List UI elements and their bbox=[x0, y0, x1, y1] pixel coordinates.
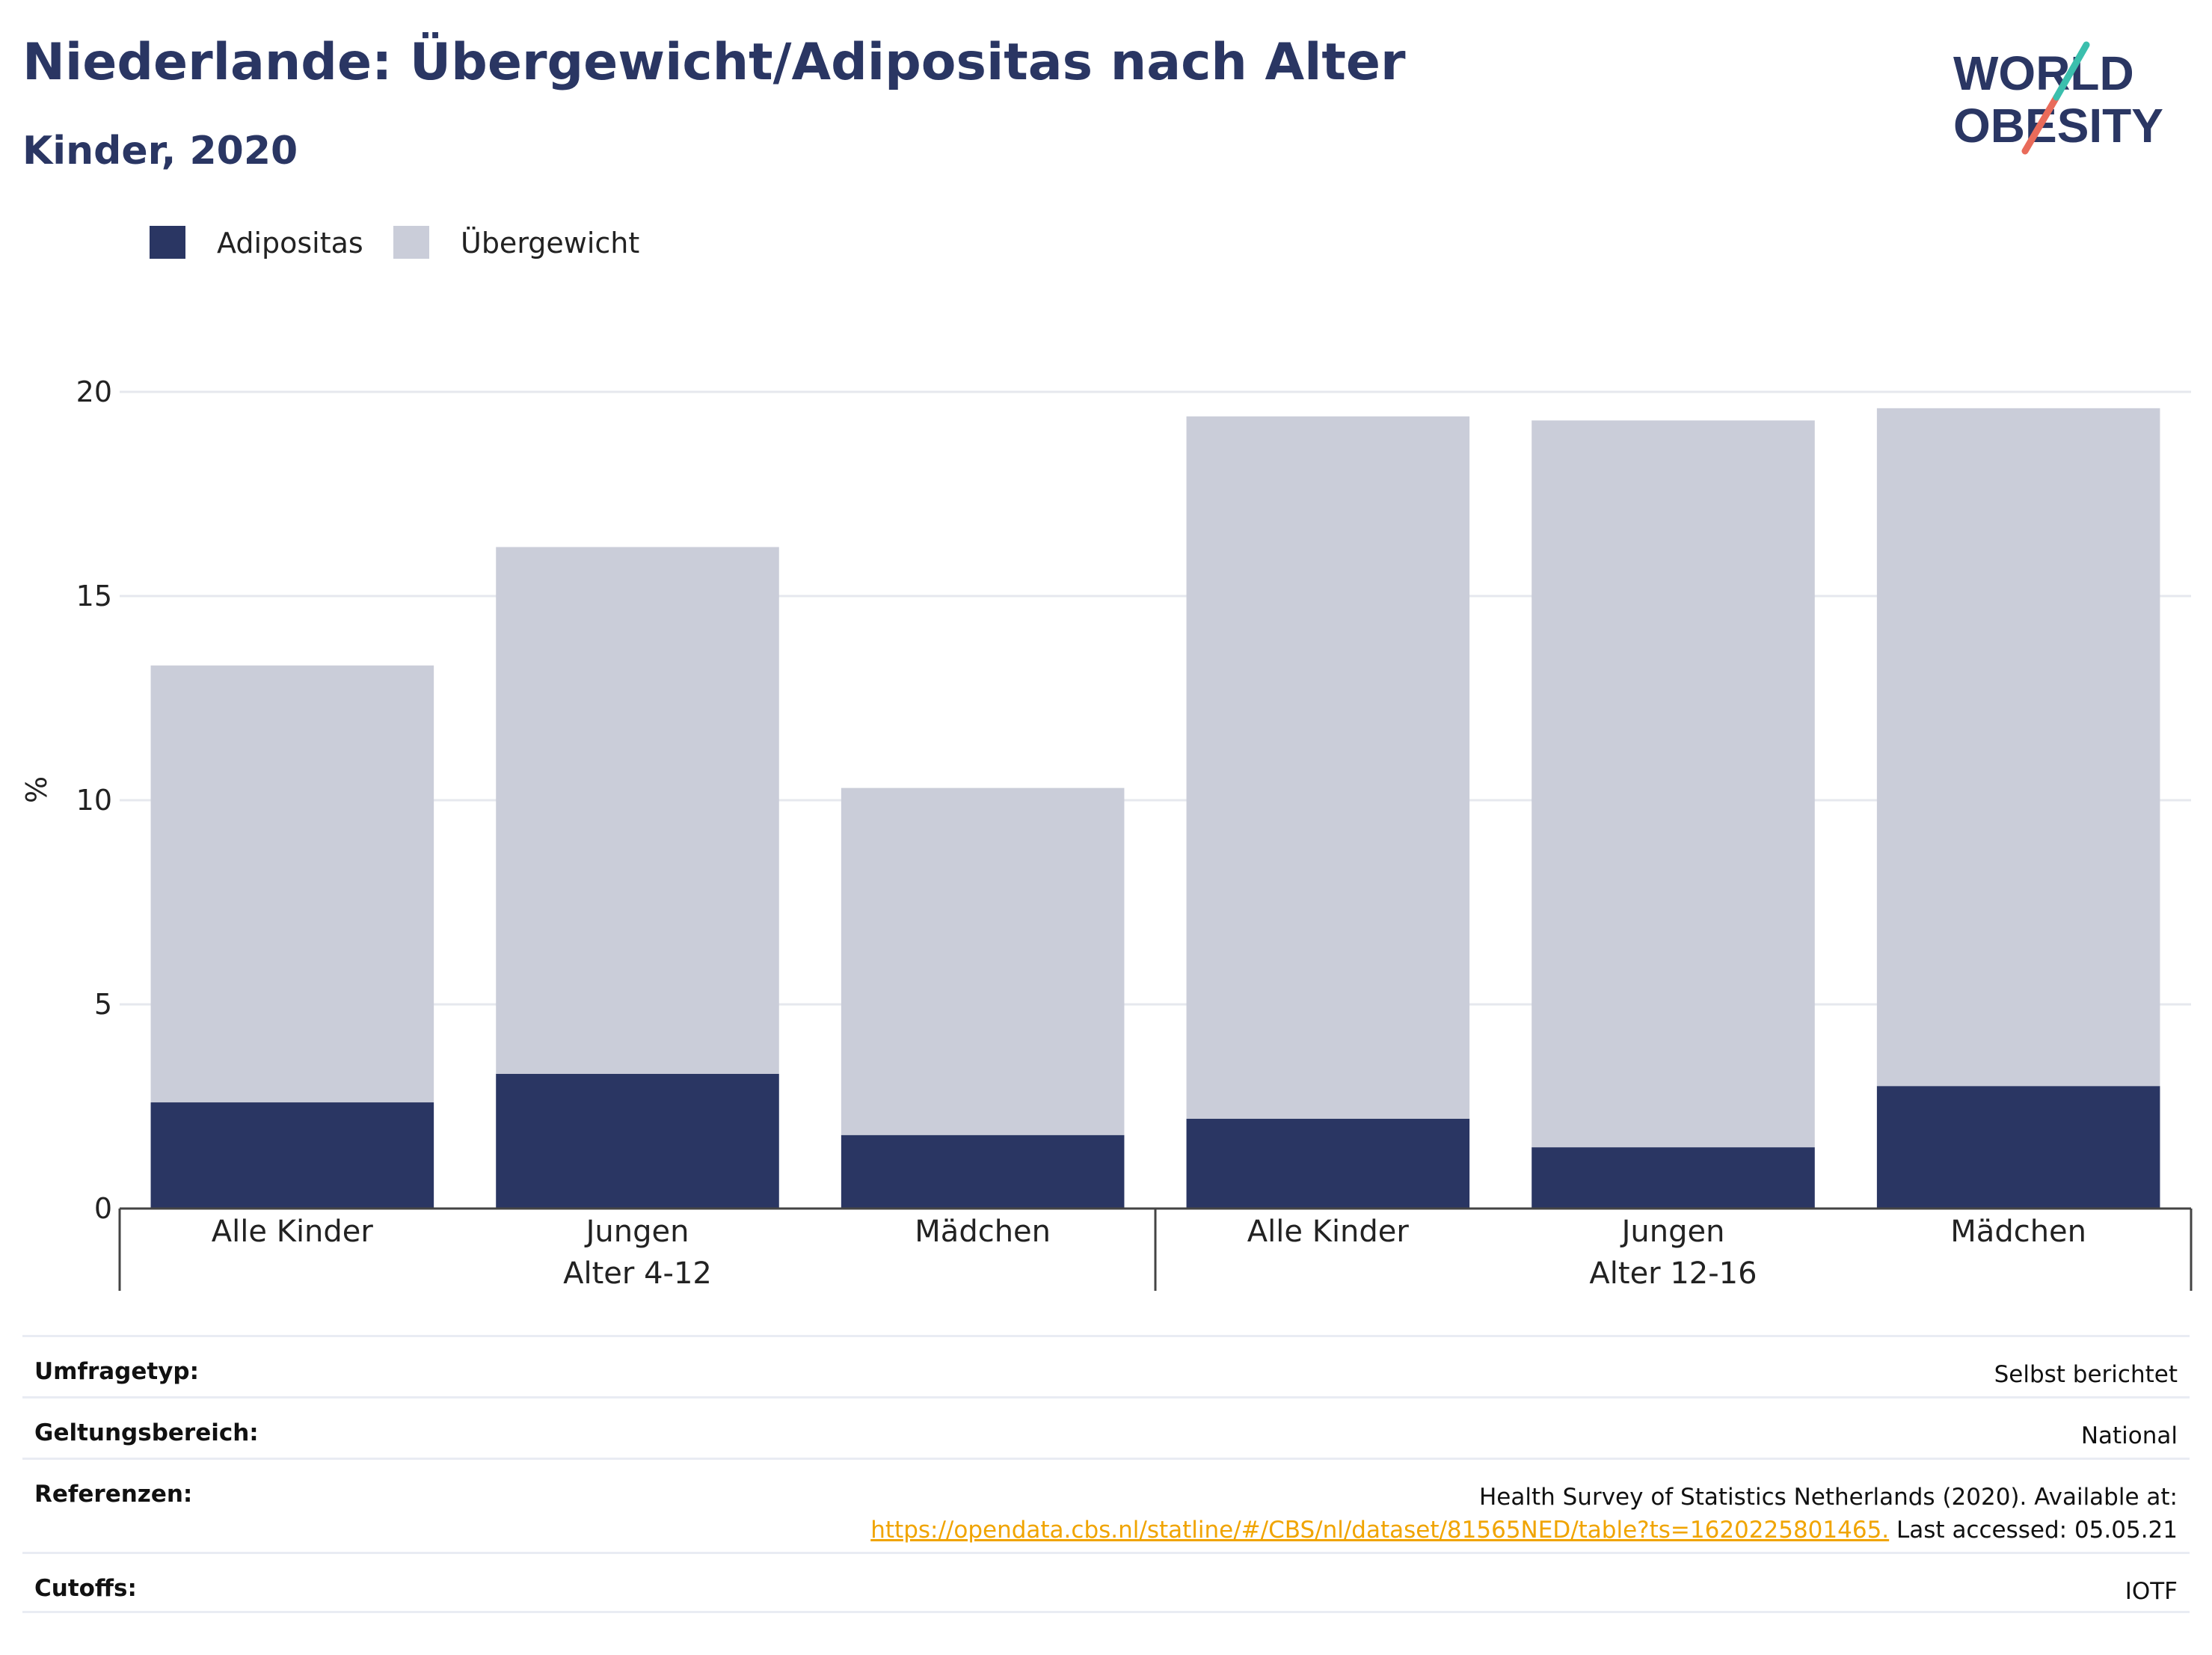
bar-adipositas-5 bbox=[1531, 1147, 1815, 1209]
legend-label-2: Übergewicht bbox=[461, 227, 639, 260]
bar-chart: Adipositas Übergewicht 0 5 10 15 20 % Alle Ki… bbox=[20, 226, 2193, 1291]
references-value: Health Survey of Statistics Netherlands … bbox=[870, 1481, 2178, 1547]
y-axis-label: % bbox=[20, 776, 53, 803]
bar-uebergewicht-6 bbox=[1876, 408, 2160, 1087]
y-tick-label: 5 bbox=[94, 988, 112, 1021]
chart-subtitle: Kinder, 2020 bbox=[22, 129, 298, 174]
bar-uebergewicht-3 bbox=[841, 787, 1125, 1135]
x-group-label-2: Alter 12-16 bbox=[1589, 1256, 1757, 1291]
x-tick-label: Jungen bbox=[584, 1215, 689, 1249]
y-tick-label: 15 bbox=[76, 580, 112, 612]
info-row-survey: Umfragetyp: Selbst berichtet bbox=[22, 1335, 2190, 1396]
legend-swatch-2 bbox=[393, 226, 429, 259]
bars bbox=[150, 408, 2160, 1209]
y-tick-label: 20 bbox=[76, 375, 112, 408]
scope-value: National bbox=[2080, 1422, 2178, 1449]
legend-label-1: Adipositas bbox=[217, 227, 363, 260]
bar-adipositas-2 bbox=[496, 1073, 779, 1209]
y-axis-ticks: 0 5 10 15 20 bbox=[76, 375, 112, 1225]
bar-adipositas-1 bbox=[150, 1102, 434, 1209]
survey-type-value: Selbst berichtet bbox=[1994, 1361, 2178, 1388]
world-obesity-logo: WORLD OBESITY bbox=[1953, 41, 2163, 155]
x-tick-label: Mädchen bbox=[915, 1215, 1051, 1249]
legend-swatch-1 bbox=[150, 226, 185, 259]
references-label: Referenzen: bbox=[34, 1481, 193, 1508]
x-tick-label: Jungen bbox=[1620, 1215, 1725, 1249]
x-tick-label: Mädchen bbox=[1950, 1215, 2086, 1249]
references-accessed: Last accessed: 05.05.21 bbox=[1889, 1517, 2178, 1544]
logo-word-world: WORLD bbox=[1953, 46, 2134, 100]
x-tick-label: Alle Kinder bbox=[212, 1215, 374, 1249]
logo-slash-coral bbox=[2021, 93, 2060, 155]
scope-label: Geltungsbereich: bbox=[34, 1419, 259, 1446]
cutoffs-label: Cutoffs: bbox=[34, 1575, 137, 1602]
y-tick-label: 10 bbox=[76, 784, 112, 817]
x-tick-label: Alle Kinder bbox=[1247, 1215, 1410, 1249]
logo-word-obesity: OBESITY bbox=[1953, 99, 2163, 153]
cutoffs-value: IOTF bbox=[2125, 1578, 2178, 1605]
chart-legend: Adipositas Übergewicht bbox=[150, 226, 639, 260]
info-row-scope: Geltungsbereich: National bbox=[22, 1396, 2190, 1458]
logo-slash-teal bbox=[2053, 41, 2090, 101]
x-axis: Alle Kinder Jungen Mädchen Alle Kinder Junge… bbox=[118, 1207, 2193, 1291]
x-group-label-1: Alter 4-12 bbox=[563, 1256, 712, 1291]
bar-uebergewicht-5 bbox=[1531, 420, 1815, 1148]
bar-adipositas-3 bbox=[841, 1134, 1125, 1209]
chart-title: Niederlande: Übergewicht/Adipositas nach… bbox=[22, 33, 1406, 92]
survey-type-label: Umfragetyp: bbox=[34, 1358, 199, 1385]
bar-uebergewicht-1 bbox=[150, 665, 434, 1103]
info-row-references: Referenzen: Health Survey of Statistics … bbox=[22, 1458, 2190, 1552]
y-tick-label: 0 bbox=[94, 1192, 112, 1225]
bar-uebergewicht-2 bbox=[496, 547, 779, 1074]
bar-uebergewicht-4 bbox=[1186, 416, 1470, 1119]
info-table: Umfragetyp: Selbst berichtet Geltungsber… bbox=[22, 1335, 2190, 1613]
bar-adipositas-4 bbox=[1186, 1118, 1470, 1209]
references-link[interactable]: https://opendata.cbs.nl/statline/#/CBS/n… bbox=[870, 1517, 1890, 1544]
info-row-cutoffs: Cutoffs: IOTF bbox=[22, 1552, 2190, 1613]
bar-adipositas-6 bbox=[1876, 1086, 2160, 1209]
chart-grid bbox=[120, 390, 2191, 1006]
references-text: Health Survey of Statistics Netherlands … bbox=[1478, 1484, 2178, 1511]
